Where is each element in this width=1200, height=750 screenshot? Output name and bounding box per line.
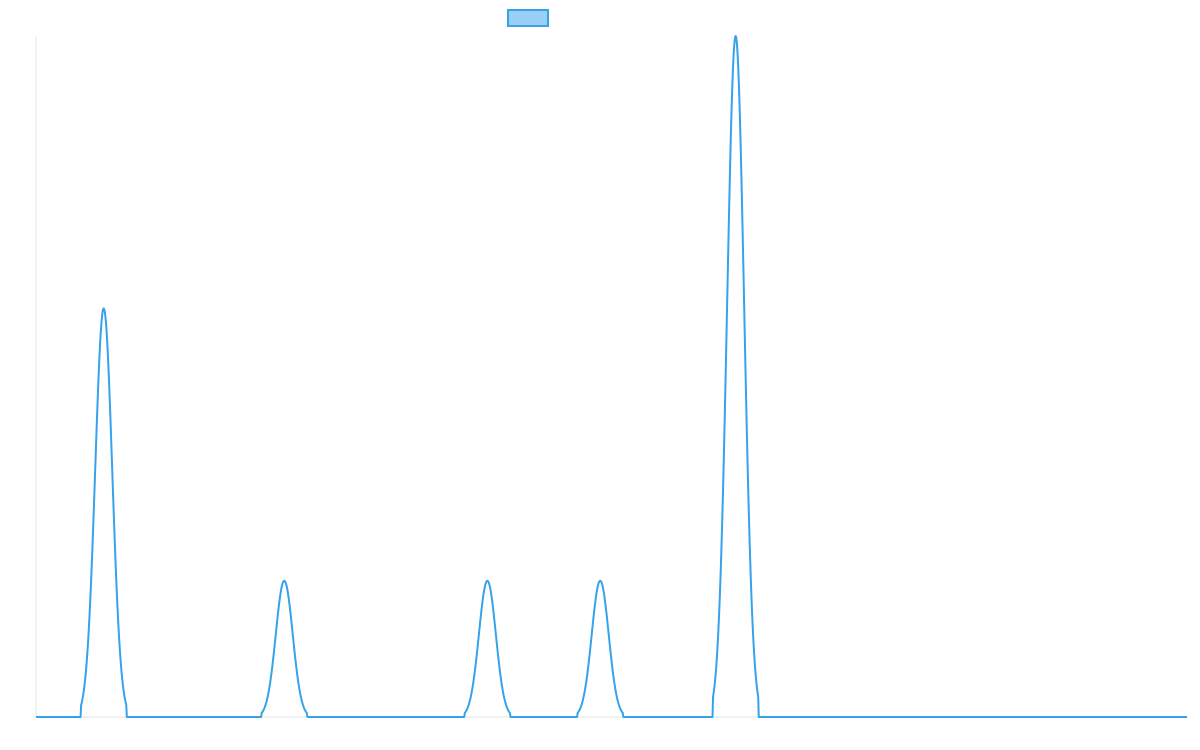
data-point-peak-2[interactable] (281, 578, 287, 584)
data-point-peak-4[interactable] (597, 578, 603, 584)
legend[interactable] (507, 9, 549, 27)
peak-markers (101, 33, 739, 584)
data-point-peak-1[interactable] (101, 305, 107, 311)
series-line[interactable] (35, 35, 1188, 718)
data-point-peak-5[interactable] (733, 33, 739, 39)
data-point-peak-3[interactable] (484, 578, 490, 584)
series-layer (35, 35, 1188, 718)
legend-swatch[interactable] (507, 9, 549, 27)
